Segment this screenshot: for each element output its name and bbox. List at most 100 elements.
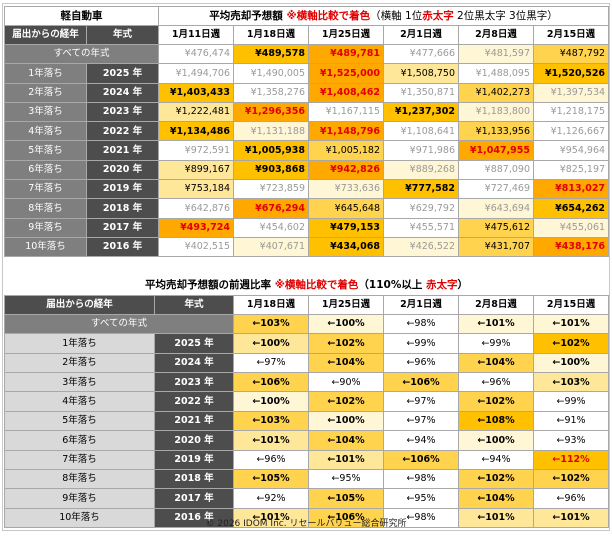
model-year-label: 2017 年 [86, 217, 159, 238]
week-header: 2月1日週 [383, 25, 459, 45]
ratio-cell: ←103% [532, 372, 610, 393]
model-year-label: 2021 年 [86, 140, 159, 161]
price-cell: ¥489,781 [308, 43, 384, 65]
model-year-label: 2016 年 [86, 236, 159, 258]
table-row: 9年落ち 2017 年 ¥493,724 ¥454,602 ¥479,153 ¥455,5… [4, 217, 610, 238]
price-cell: ¥942,826 [308, 159, 384, 181]
price-cell: ¥1,131,188 [233, 121, 309, 142]
model-year-label: 2022 年 [86, 121, 159, 142]
copyright-footer: © 2026 IDOM Inc. リセールバリュー総合研究所 [205, 519, 407, 529]
table-row: 8年落ち 2018 年 ¥642,876 ¥676,294 ¥645,648 ¥629,7… [4, 198, 610, 219]
ratio-cell: ←96% [458, 372, 534, 393]
ratio-cell: ←102% [532, 469, 610, 490]
ratio-cell: ←108% [458, 410, 534, 432]
price-cell: ¥481,597 [458, 43, 534, 65]
ratio-cell: ←100% [308, 313, 384, 335]
table-row: 4年落ち 2022 年 ←100% ←102% ←97% ←102% ←99% [4, 391, 610, 412]
week-header: 2月15日週 [532, 25, 610, 45]
table-row: 3年落ち 2023 年 ←106% ←90% ←106% ←96% ←103% [4, 372, 610, 393]
model-year-label: 2016 年 [154, 507, 234, 529]
age-label: 3年落ち [4, 101, 87, 123]
table2-row-header: 届出からの経年 [4, 294, 155, 315]
price-cell: ¥654,262 [532, 198, 610, 219]
price-cell: ¥903,868 [233, 159, 309, 181]
price-cell: ¥402,515 [158, 236, 234, 258]
table1-title: 平均売却予想額 ※横軸比較で着色（横軸 1位赤太字 2位黒太字 3位黒字） [157, 6, 610, 26]
age-label: 7年落ち [4, 179, 87, 200]
table2-year-header: 年式 [154, 294, 234, 315]
price-cell: ¥629,792 [383, 198, 459, 219]
ratio-cell: ←97% [233, 352, 309, 374]
table-row: 10年落ち 2016 年 ¥402,515 ¥407,671 ¥434,068 ¥426,… [4, 236, 610, 258]
ratio-cell: ←101% [532, 507, 610, 529]
model-year-label: 2019 年 [86, 179, 159, 200]
price-cell: ¥889,268 [383, 159, 459, 181]
table-row: 7年落ち 2019 年 ←96% ←101% ←106% ←94% ←112% [4, 449, 610, 471]
price-cell: ¥493,724 [158, 217, 234, 238]
price-cell: ¥1,508,750 [383, 63, 459, 84]
weekly-ratio-table: 平均売却予想額の前週比率 ※横軸比較で着色（110%以上 赤太字） 届出からの経… [4, 275, 610, 529]
week-header: 2月1日週 [383, 294, 459, 315]
ratio-cell: ←98% [383, 469, 459, 490]
price-cell: ¥642,876 [158, 198, 234, 219]
ratio-cell: ←106% [233, 372, 309, 393]
age-label: 6年落ち [4, 430, 155, 451]
price-cell: ¥426,522 [383, 236, 459, 258]
ratio-cell: ←96% [383, 352, 459, 374]
price-cell: ¥1,397,534 [532, 82, 610, 103]
age-label: 9年落ち [4, 488, 155, 509]
week-header: 2月15日週 [532, 294, 610, 315]
model-year-label: 2022 年 [154, 391, 234, 412]
ratio-cell: ←96% [532, 488, 610, 509]
age-label: 5年落ち [4, 410, 155, 432]
table-row: 6年落ち 2020 年 ¥899,167 ¥903,868 ¥942,826 ¥889,2… [4, 159, 610, 181]
price-cell: ¥1,358,276 [233, 82, 309, 103]
ratio-cell: ←94% [383, 430, 459, 451]
ratio-cell: ←101% [308, 449, 384, 471]
model-year-label: 2018 年 [154, 469, 234, 490]
ratio-cell: ←102% [308, 333, 384, 354]
ratio-cell: ←95% [383, 488, 459, 509]
ratio-cell: ←104% [458, 352, 534, 374]
table-row: 2年落ち 2024 年 ¥1,403,433 ¥1,358,276 ¥1,408,462… [4, 82, 610, 103]
price-cell: ¥1,296,356 [233, 101, 309, 123]
ratio-cell: ←104% [308, 430, 384, 451]
table2-title-note-c: ） [457, 278, 469, 291]
ratio-cell: ←99% [383, 333, 459, 354]
ratio-cell: ←103% [233, 313, 309, 335]
model-year-label: 2017 年 [154, 488, 234, 509]
price-cell: ¥777,582 [383, 179, 459, 200]
age-label: 10年落ち [4, 236, 87, 258]
price-cell: ¥1,237,302 [383, 101, 459, 123]
price-cell: ¥477,666 [383, 43, 459, 65]
week-header: 1月18日週 [233, 25, 309, 45]
price-cell: ¥407,671 [233, 236, 309, 258]
week-header: 1月18日週 [233, 294, 309, 315]
model-year-label: 2025 年 [154, 333, 234, 354]
week-header: 2月8日週 [458, 25, 534, 45]
price-cell: ¥1,402,273 [458, 82, 534, 103]
price-cell: ¥972,591 [158, 140, 234, 161]
ratio-cell: ←106% [383, 372, 459, 393]
price-cell: ¥1,525,000 [308, 63, 384, 84]
age-label: 10年落ち [4, 507, 155, 529]
table2-title-note-a: （110%以上 [358, 278, 427, 291]
table-row: 10年落ち 2016 年 ←101% ←106% ←98% ←101% ←101% [4, 507, 610, 529]
price-cell: ¥676,294 [233, 198, 309, 219]
price-cell: ¥1,222,481 [158, 101, 234, 123]
price-cell: ¥455,061 [532, 217, 610, 238]
table1-title-red: ※横軸比較で着色 [286, 9, 371, 22]
ratio-cell: ←95% [308, 469, 384, 490]
table-row: 1年落ち 2025 年 ¥1,494,706 ¥1,490,005 ¥1,525,000… [4, 63, 610, 84]
table-row: 3年落ち 2023 年 ¥1,222,481 ¥1,296,356 ¥1,167,115… [4, 101, 610, 123]
table1-title-note-c: 2位黒太字 3位黒字） [453, 9, 558, 22]
ratio-cell: ←94% [458, 449, 534, 471]
ratio-cell: ←104% [308, 352, 384, 374]
table-row: 6年落ち 2020 年 ←101% ←104% ←94% ←100% ←93% [4, 430, 610, 451]
ratio-cell: ←102% [458, 469, 534, 490]
price-cell: ¥431,707 [458, 236, 534, 258]
price-cell: ¥1,126,667 [532, 121, 610, 142]
age-label: 4年落ち [4, 121, 87, 142]
price-cell: ¥1,005,182 [308, 140, 384, 161]
